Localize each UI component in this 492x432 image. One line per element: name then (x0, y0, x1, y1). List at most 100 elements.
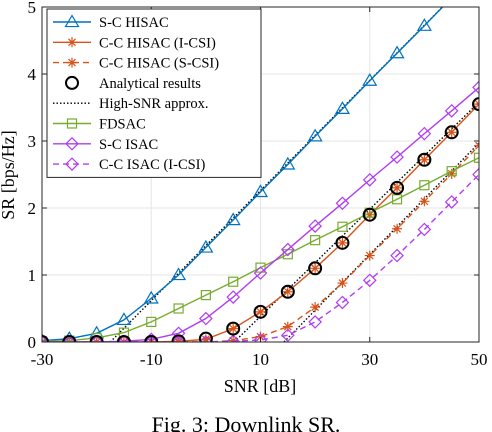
x-axis-label: SNR [dB] (224, 376, 297, 396)
data-point-analytical-results-8 (253, 304, 268, 319)
data-point-fdsac-7 (228, 276, 239, 287)
figure-caption: Fig. 3: Downlink SR. (152, 412, 341, 432)
data-point-s-c-isac-12 (362, 173, 377, 187)
data-point-fdsac-5 (173, 303, 184, 314)
data-point-s-c-isac-14 (417, 126, 432, 141)
legend-label-fdsac: FDSAC (99, 117, 146, 133)
series-c-c-isac-i-csi (42, 167, 479, 342)
data-point-c-c-hisac-i-csi-10 (310, 263, 321, 274)
data-point-c-c-isac-i-csi-7 (226, 334, 241, 342)
data-point-fdsac-3 (118, 327, 130, 338)
series-analytical-results (42, 97, 479, 342)
data-point-s-c-isac-6 (199, 311, 213, 326)
legend-label-analytical-results: Analytical results (99, 76, 201, 92)
data-point-c-c-hisac-i-csi-9 (282, 286, 293, 297)
y-axis-label: SR [bps/Hz] (0, 130, 18, 220)
x-tick-label-2: 10 (252, 350, 269, 369)
data-point-analytical-results-6 (198, 331, 213, 342)
y-tick-label-1: 1 (28, 266, 37, 285)
data-point-c-c-isac-i-csi-1 (62, 335, 77, 342)
data-point-c-c-isac-i-csi-5 (171, 335, 186, 342)
data-point-c-c-hisac-i-csi-15 (446, 127, 457, 138)
data-point-s-c-hisac-14 (416, 18, 432, 31)
y-tick-label-5: 5 (28, 0, 37, 17)
data-point-c-c-isac-i-csi-3 (117, 335, 131, 342)
data-point-fdsac-10 (310, 235, 321, 246)
data-point-c-c-hisac-i-csi-11 (337, 237, 348, 248)
series-c-c-hisac-i-csi (42, 99, 479, 342)
data-point-s-c-hisac-11 (334, 101, 350, 114)
data-point-analytical-results-16 (472, 97, 479, 112)
data-point-fdsac-4 (146, 316, 157, 327)
data-point-analytical-results-2 (89, 335, 104, 342)
data-point-c-c-isac-i-csi-6 (199, 335, 213, 342)
data-point-c-c-isac-i-csi-11 (335, 295, 350, 310)
legend-marker-s-c-hisac (64, 14, 80, 28)
data-point-c-c-hisac-s-csi-9 (282, 321, 293, 332)
data-point-s-c-isac-8 (253, 266, 268, 280)
x-tick-label-1: -10 (140, 350, 163, 369)
data-point-fdsac-15 (446, 166, 457, 177)
data-point-s-c-hisac-15 (445, 0, 458, 2)
legend-marker-analytical-results (65, 75, 79, 90)
data-point-s-c-hisac-6 (198, 239, 214, 253)
data-point-c-c-isac-i-csi-4 (144, 335, 159, 342)
legend: S-C HISAC C-C HISAC (I-CSI) C-C HISAC (S-C… (46, 8, 262, 178)
data-point-c-c-hisac-i-csi-8 (255, 306, 266, 317)
data-point-c-c-isac-i-csi-13 (390, 248, 404, 263)
data-point-analytical-results-14 (417, 152, 432, 167)
data-point-analytical-results-3 (116, 335, 131, 342)
data-point-c-c-hisac-s-csi-13 (392, 223, 403, 234)
series-line-s-c-hisac (42, 7, 444, 342)
high-snr-approx-line-1 (233, 101, 479, 342)
legend-label-c-c-hisac-s-csi: C-C HISAC (S-CSI) (99, 56, 219, 72)
y-tick-label-3: 3 (28, 132, 37, 151)
data-point-s-c-isac-9 (280, 242, 295, 257)
data-point-analytical-results-7 (226, 321, 241, 336)
series-group (42, 0, 479, 342)
data-point-c-c-isac-i-csi-0 (42, 335, 49, 342)
data-point-c-c-isac-i-csi-10 (308, 315, 322, 329)
data-point-c-c-hisac-s-csi-10 (310, 302, 321, 313)
legend-label-c-c-isac-i-csi: C-C ISAC (I-CSI) (99, 157, 206, 173)
data-point-s-c-hisac-4 (143, 290, 159, 304)
y-tick-label-4: 4 (28, 65, 37, 84)
series-line-c-c-isac-i-csi (42, 174, 479, 342)
data-point-analytical-results-9 (280, 284, 295, 299)
data-point-analytical-results-4 (144, 335, 159, 342)
legend-marker-s-c-isac (65, 136, 79, 151)
data-point-s-c-hisac-3 (116, 312, 132, 326)
data-point-s-c-isac-15 (444, 104, 459, 118)
data-point-s-c-isac-11 (335, 196, 350, 211)
legend-label-c-c-hisac-i-csi: C-C HISAC (I-CSI) (99, 35, 216, 51)
legend-marker-c-c-hisac-s-csi (67, 57, 77, 68)
data-point-c-c-hisac-i-csi-14 (419, 154, 430, 165)
data-point-s-c-hisac-8 (252, 184, 269, 198)
data-point-c-c-hisac-i-csi-7 (228, 323, 239, 334)
legend-marker-c-c-hisac-i-csi (67, 37, 77, 48)
data-point-c-c-hisac-s-csi-8 (255, 331, 266, 342)
data-point-s-c-isac-5 (171, 326, 186, 341)
data-point-c-c-isac-i-csi-15 (444, 195, 459, 209)
x-tick-label-0: -30 (31, 350, 54, 369)
data-point-c-c-isac-i-csi-14 (417, 222, 432, 237)
data-point-analytical-results-10 (308, 261, 323, 276)
data-point-analytical-results-12 (362, 207, 377, 222)
legend-marker-fdsac (66, 118, 78, 129)
data-point-c-c-hisac-i-csi-12 (364, 209, 375, 220)
data-point-c-c-hisac-s-csi-15 (446, 168, 457, 179)
data-point-c-c-hisac-s-csi-12 (364, 250, 375, 261)
data-point-analytical-results-15 (444, 125, 459, 140)
data-point-c-c-isac-i-csi-8 (253, 333, 268, 342)
legend-label-s-c-isac: S-C ISAC (99, 137, 158, 153)
axis-ticks: -30 -10 10 30 50 0 1 2 3 4 5 (28, 0, 488, 369)
data-point-c-c-hisac-s-csi-11 (337, 278, 348, 289)
data-point-c-c-isac-i-csi-16 (472, 167, 479, 182)
data-point-s-c-isac-16 (472, 80, 479, 95)
data-point-fdsac-16 (473, 152, 479, 163)
data-point-analytical-results-11 (335, 235, 350, 250)
data-point-analytical-results-13 (390, 180, 405, 195)
data-point-c-c-hisac-i-csi-13 (392, 182, 403, 193)
data-point-c-c-isac-i-csi-2 (89, 335, 104, 342)
